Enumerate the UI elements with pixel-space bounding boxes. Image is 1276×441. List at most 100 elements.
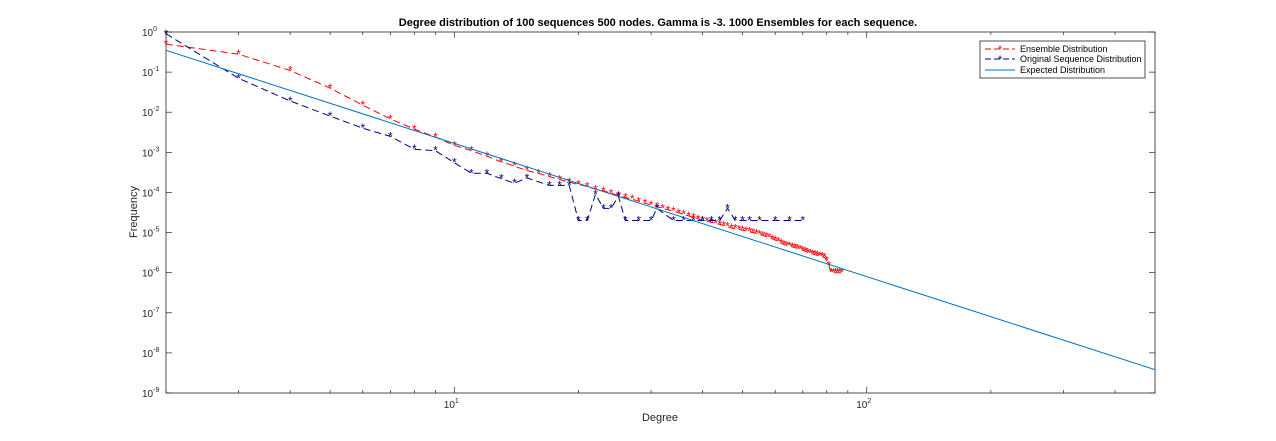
data-point-0: * — [837, 266, 842, 280]
y-tick-exponent: -1 — [153, 66, 159, 73]
legend: * Ensemble Distribution * Original Seque… — [979, 40, 1146, 79]
data-point-0: * — [795, 242, 800, 256]
y-tick-exponent: -6 — [153, 267, 159, 274]
data-point-0: * — [717, 217, 722, 231]
data-point-0: * — [822, 250, 827, 264]
data-point-0: * — [827, 259, 832, 273]
data-point-0: * — [764, 229, 769, 243]
data-point-1: * — [671, 213, 676, 227]
data-point-0: * — [831, 266, 836, 280]
data-point-0: * — [469, 144, 474, 158]
data-point-0: * — [164, 37, 169, 51]
data-point-1: * — [469, 166, 474, 180]
data-point-0: * — [779, 236, 784, 250]
axis-ticks: 101 10210010-110-210-310-410-510-610-710-… — [142, 26, 1156, 411]
y-tick-base: 10 — [142, 229, 154, 240]
data-point-1: * — [499, 172, 504, 186]
data-point-1: * — [328, 109, 333, 123]
data-point-0: * — [729, 221, 734, 235]
y-tick-exponent: -3 — [153, 146, 159, 153]
series-line-1 — [165, 33, 803, 221]
y-tick-base: 10 — [142, 68, 154, 79]
data-point-1: * — [636, 213, 641, 227]
data-point-1: * — [288, 94, 293, 108]
data-point-0: * — [681, 208, 686, 222]
data-point-0: * — [630, 192, 635, 206]
data-point-0: * — [512, 159, 517, 173]
y-tick-label: 10-2 — [142, 106, 159, 119]
data-point-0: * — [676, 206, 681, 220]
data-point-1: * — [360, 121, 365, 135]
data-point-0: * — [557, 173, 562, 187]
y-tick-base: 10 — [142, 188, 154, 199]
data-point-1: * — [388, 129, 393, 143]
y-tick-exponent: 0 — [153, 26, 157, 33]
data-point-1: * — [593, 187, 598, 201]
data-point-0: * — [576, 177, 581, 191]
data-point-1: * — [609, 201, 614, 215]
x-tick-base: 10 — [444, 400, 456, 411]
data-point-0: * — [808, 247, 813, 261]
y-tick-label: 10-3 — [142, 146, 159, 159]
data-point-1: * — [576, 213, 581, 227]
legend-marker-ensemble: * — [998, 44, 1003, 56]
x-tick-label: 102 — [856, 398, 871, 411]
legend-label-expected: Expected Distribution — [1020, 65, 1105, 75]
data-point-0: * — [547, 169, 552, 183]
x-tick-exponent: 1 — [455, 398, 459, 405]
data-point-0: * — [793, 241, 798, 255]
data-point-1: * — [525, 171, 530, 185]
data-point-0: * — [567, 175, 572, 189]
y-tick-exponent: -5 — [153, 227, 159, 234]
series-layer: ********* * * * * * * * * * * * * * * * * * * * * * * * * * * * * * * *… — [164, 27, 1156, 371]
data-point-0: * — [803, 244, 808, 258]
data-point-0: * — [818, 249, 823, 263]
x-tick-exponent: 2 — [867, 398, 871, 405]
data-point-0: * — [623, 190, 628, 204]
series-line-0 — [165, 43, 842, 274]
data-point-0: * — [655, 199, 660, 213]
y-tick-exponent: -4 — [153, 186, 159, 193]
data-point-0: * — [725, 220, 730, 234]
y-tick-label: 10-5 — [142, 227, 159, 240]
data-point-0: * — [636, 194, 641, 208]
data-point-0: * — [784, 238, 789, 252]
data-point-0: * — [744, 224, 749, 238]
data-point-1: * — [601, 201, 606, 215]
data-point-0: * — [770, 232, 775, 246]
data-point-0: * — [733, 222, 738, 236]
data-point-1: * — [757, 213, 762, 227]
data-point-0: * — [360, 98, 365, 112]
y-tick-base: 10 — [142, 28, 154, 39]
data-point-0: * — [787, 239, 792, 253]
data-point-0: * — [601, 184, 606, 198]
y-tick-exponent: -8 — [153, 347, 159, 354]
data-point-0: * — [820, 250, 825, 264]
data-point-1: * — [623, 213, 628, 227]
data-point-1: * — [557, 178, 562, 192]
data-point-1: * — [485, 166, 490, 180]
data-point-1: * — [700, 213, 705, 227]
data-point-1: * — [412, 142, 417, 156]
series-line-2 — [165, 49, 1156, 371]
data-point-0: * — [696, 212, 701, 226]
data-point-0: * — [776, 234, 781, 248]
data-point-0: * — [790, 240, 795, 254]
data-point-0: * — [499, 155, 504, 169]
y-tick-label: 10-1 — [142, 66, 159, 79]
data-point-0: * — [388, 112, 393, 126]
data-point-0: * — [751, 226, 756, 240]
data-point-0: * — [525, 164, 530, 178]
data-point-1: * — [512, 176, 517, 190]
y-axis-label: Frequency — [128, 186, 140, 238]
data-point-1: * — [236, 71, 241, 85]
data-point-1: * — [452, 156, 457, 170]
data-point-1: * — [800, 213, 805, 227]
data-point-0: * — [288, 63, 293, 77]
data-point-1: * — [725, 201, 730, 215]
y-tick-label: 10-4 — [142, 186, 159, 199]
x-tick-base: 10 — [856, 400, 868, 411]
data-point-1: * — [649, 213, 654, 227]
data-point-0: * — [660, 201, 665, 215]
